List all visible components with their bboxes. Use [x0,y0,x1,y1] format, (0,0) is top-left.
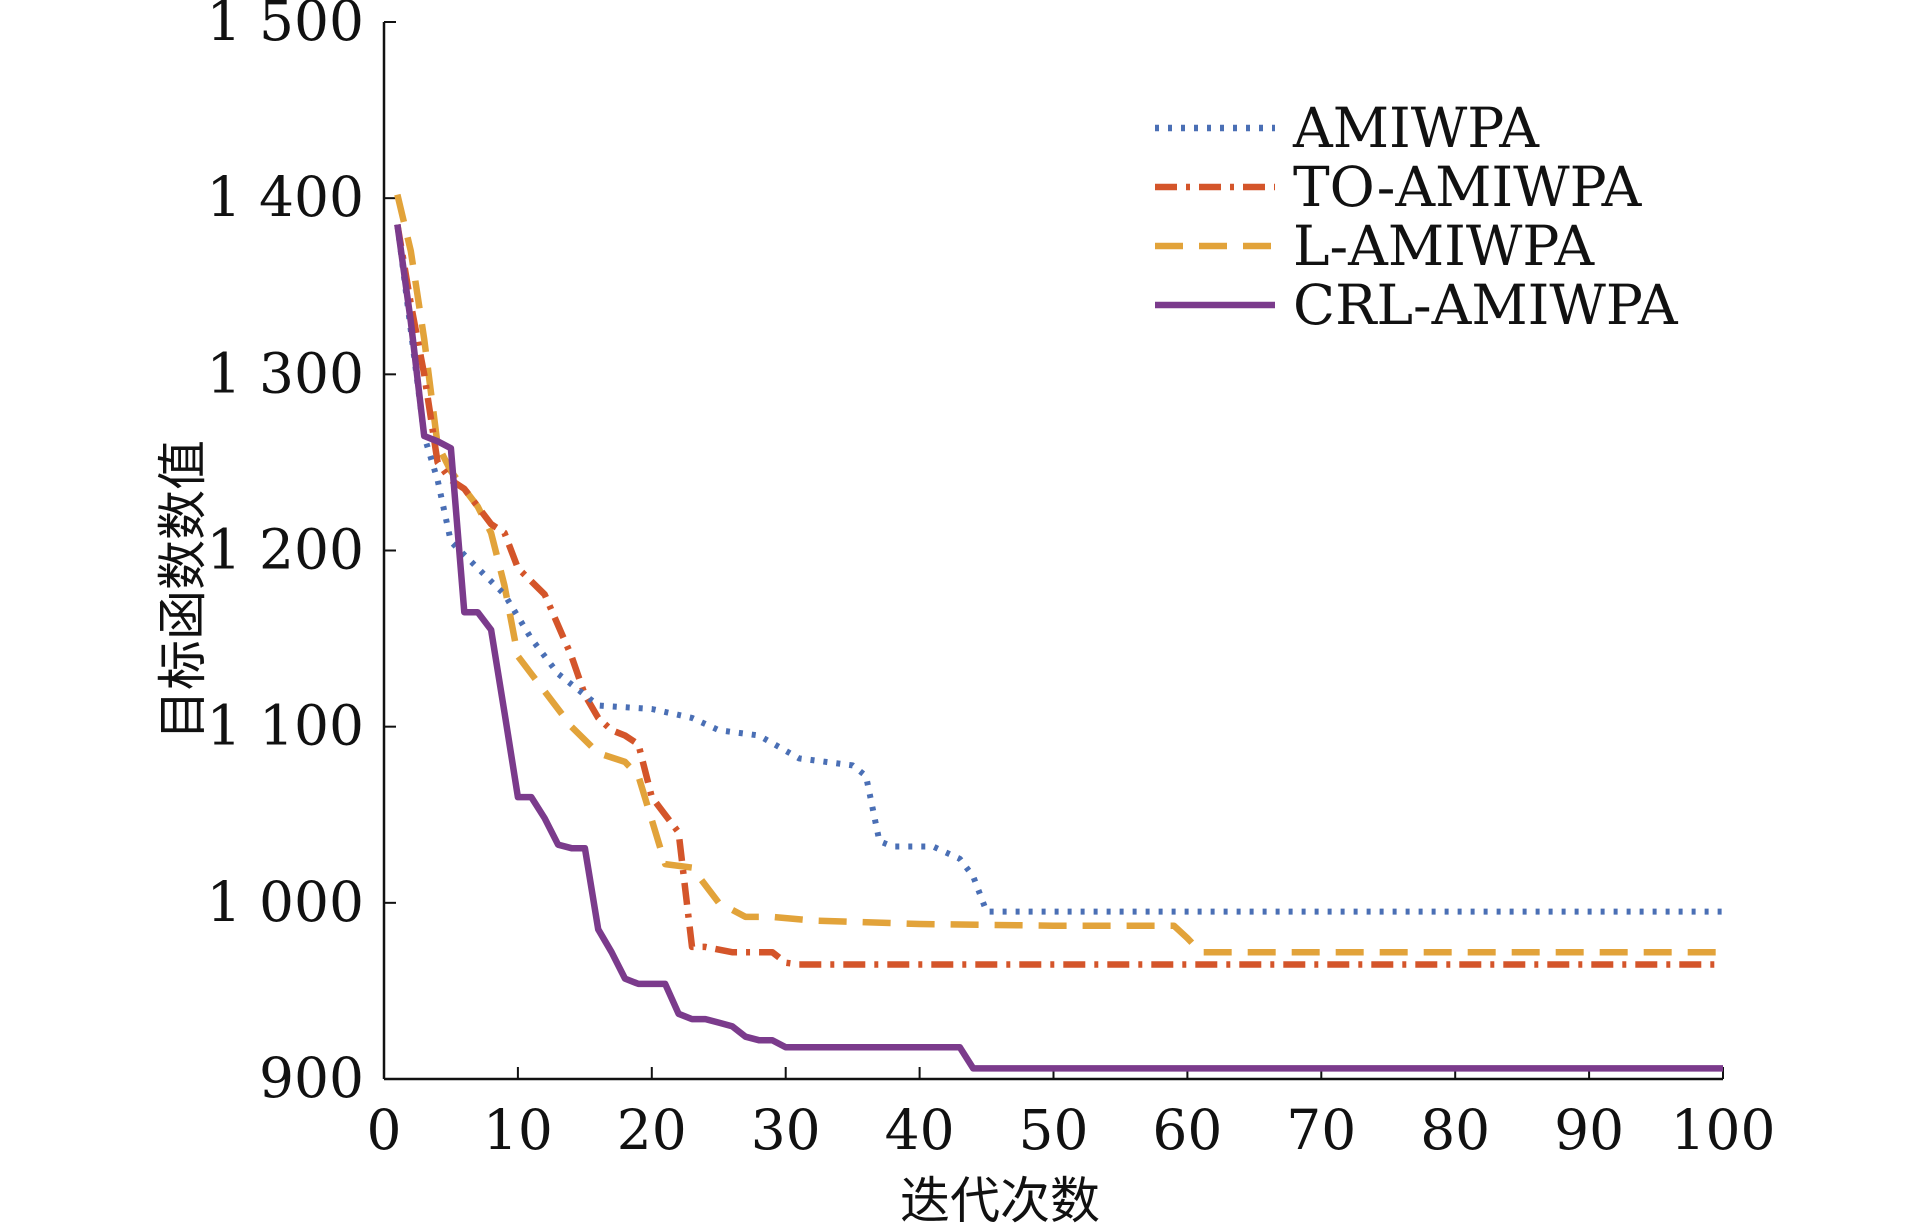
x-tick-label: 20 [617,1098,687,1162]
legend-label: L-AMIWPA [1293,214,1595,278]
x-tick-label: 10 [483,1098,553,1162]
x-tick-label: 70 [1286,1098,1356,1162]
x-tick-label: 80 [1420,1098,1490,1162]
y-tick-label: 1 400 [207,165,364,229]
x-tick-label: 40 [885,1098,955,1162]
y-tick-label: 1 000 [207,870,364,934]
y-tick-label: 1 200 [207,518,364,582]
x-tick-label: 30 [751,1098,821,1162]
legend-label: CRL-AMIWPA [1293,273,1679,337]
y-tick-label: 1 100 [207,694,364,758]
y-tick-label: 900 [259,1046,364,1110]
legend-label: AMIWPA [1292,96,1540,160]
x-tick-label: 100 [1671,1098,1776,1162]
x-axis-title: 迭代次数 [900,1172,1100,1228]
series-line-amiwpa [394,224,1723,915]
y-axis-title: 目标函数数值 [154,440,212,740]
series-line-crl-amiwpa [394,224,1723,1072]
axis-ticks: 0 10 20 30 40 50 60 70 80 90 100 900 1 000 1 100 1 200… [207,0,1776,1162]
x-tick-label: 60 [1152,1098,1222,1162]
legend-label: TO-AMIWPA [1293,155,1643,219]
x-tick-label: 90 [1554,1098,1624,1162]
series-line-l-amiwpa [394,193,1723,956]
x-tick-label: 50 [1019,1098,1089,1162]
series-lines [394,193,1723,1072]
y-tick-label: 1 300 [207,341,364,405]
y-tick-label: 1 500 [207,0,364,53]
x-tick-label: 0 [367,1098,402,1162]
